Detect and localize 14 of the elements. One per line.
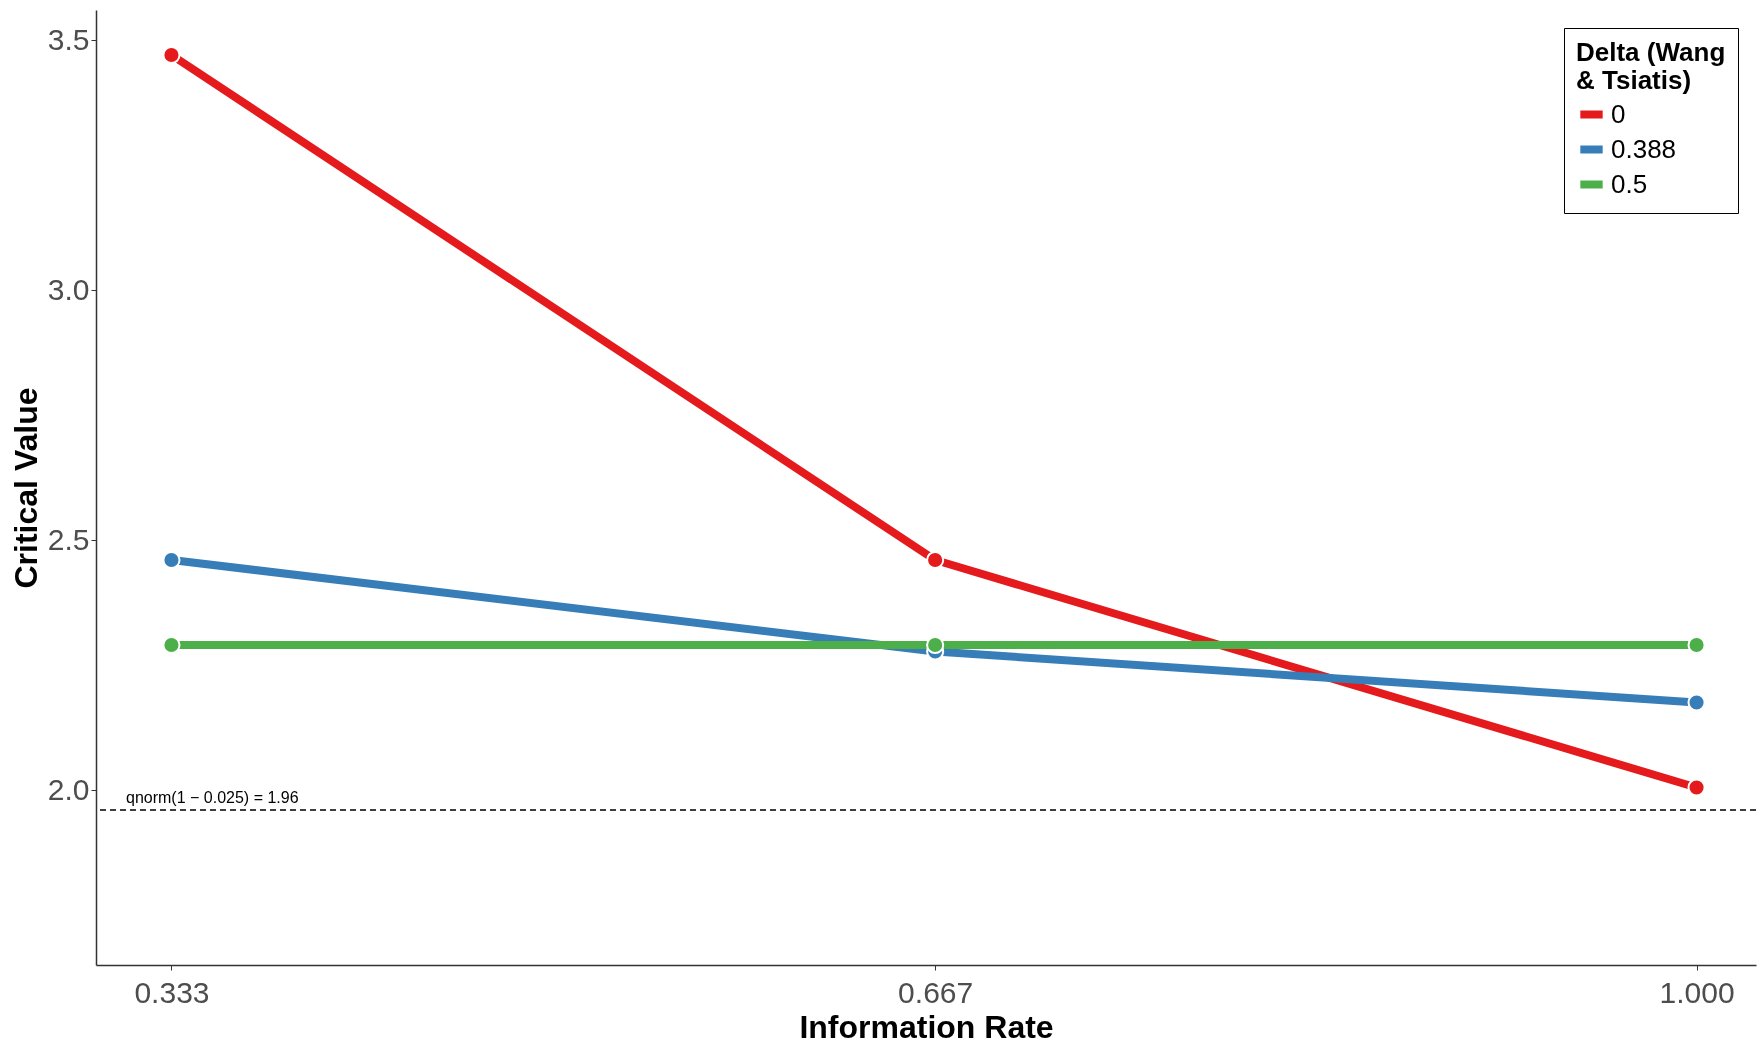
legend-label: 0	[1611, 98, 1626, 129]
legend-label: 0.5	[1611, 168, 1648, 199]
y-tick-label: 3.5	[47, 22, 90, 56]
x-tick-label: 0.667	[898, 975, 974, 1009]
legend-label: 0.388	[1611, 133, 1677, 164]
ref-line-label: qnorm(1 − 0.025) = 1.96	[126, 789, 299, 806]
legend-title: Delta (Wang & Tsiatis)	[1576, 37, 1726, 95]
y-tick-label: 3.0	[47, 272, 90, 306]
x-tick-label: 1.000	[1659, 975, 1735, 1009]
x-tick-label: 0.333	[134, 975, 210, 1009]
y-tick-label: 2.0	[47, 772, 90, 806]
x-axis-title: Information Rate	[799, 1008, 1054, 1045]
y-axis-title: Critical Value	[7, 387, 44, 589]
y-tick-label: 2.5	[47, 522, 90, 556]
